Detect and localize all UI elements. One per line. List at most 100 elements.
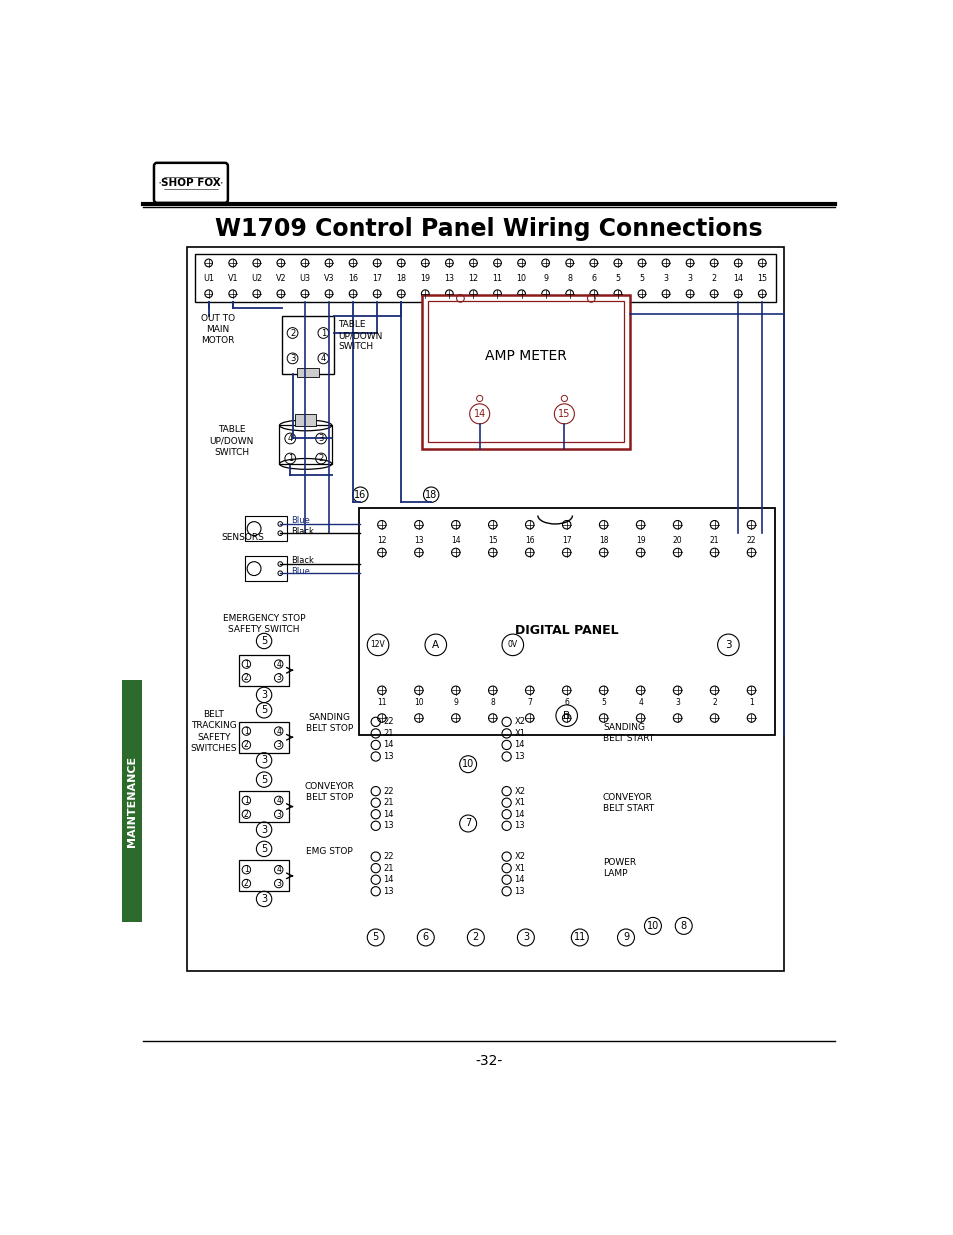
Text: 16: 16 xyxy=(524,536,534,545)
Text: 22: 22 xyxy=(383,718,394,726)
Text: 15: 15 xyxy=(558,409,570,419)
Bar xyxy=(281,316,334,374)
Text: CONVEYOR
BELT STOP: CONVEYOR BELT STOP xyxy=(304,782,355,802)
Text: 5: 5 xyxy=(261,774,267,784)
Text: U2: U2 xyxy=(251,274,262,283)
Text: 3: 3 xyxy=(261,825,267,835)
Text: 4: 4 xyxy=(276,866,281,874)
Text: V2: V2 xyxy=(275,274,286,283)
Text: 13: 13 xyxy=(414,536,423,545)
Text: 3: 3 xyxy=(261,756,267,766)
Text: 15: 15 xyxy=(757,274,766,283)
Text: 4: 4 xyxy=(638,698,642,708)
Text: 1: 1 xyxy=(244,795,249,805)
Text: OUT TO
MAIN
MOTOR: OUT TO MAIN MOTOR xyxy=(201,314,234,345)
Text: 19: 19 xyxy=(635,536,645,545)
Text: 2: 2 xyxy=(473,932,478,942)
Bar xyxy=(238,792,289,823)
Text: 3: 3 xyxy=(687,274,692,283)
Text: 13: 13 xyxy=(514,887,524,895)
Text: 8: 8 xyxy=(679,921,686,931)
Text: 2: 2 xyxy=(244,741,249,750)
Text: 3: 3 xyxy=(261,690,267,700)
Text: -32-: -32- xyxy=(475,1053,502,1067)
Text: X2: X2 xyxy=(514,852,525,861)
Text: V3: V3 xyxy=(323,274,334,283)
Text: 11: 11 xyxy=(376,698,386,708)
Text: X1: X1 xyxy=(514,798,525,808)
Text: Blue: Blue xyxy=(291,515,310,525)
Bar xyxy=(121,679,142,923)
Text: 0V: 0V xyxy=(507,641,517,650)
Text: 4: 4 xyxy=(276,795,281,805)
Bar xyxy=(358,508,774,517)
Text: 16: 16 xyxy=(354,490,366,500)
Text: 7: 7 xyxy=(527,698,532,708)
Text: B: B xyxy=(562,710,570,721)
Text: Black: Black xyxy=(291,527,314,536)
Bar xyxy=(238,655,289,685)
Text: DIGITAL PANEL: DIGITAL PANEL xyxy=(515,625,618,637)
Text: TABLE
UP/DOWN
SWITCH: TABLE UP/DOWN SWITCH xyxy=(210,425,253,457)
Text: 1: 1 xyxy=(288,454,293,463)
Text: SHOP FOX: SHOP FOX xyxy=(161,178,220,188)
Text: 3: 3 xyxy=(276,673,281,683)
Text: 2: 2 xyxy=(244,879,249,888)
Bar xyxy=(294,414,316,426)
Text: CONVEYOR
BELT START: CONVEYOR BELT START xyxy=(602,793,654,813)
Text: 5: 5 xyxy=(373,932,378,942)
Text: 14: 14 xyxy=(514,876,524,884)
Text: 12V: 12V xyxy=(371,641,385,650)
Text: 18: 18 xyxy=(598,536,608,545)
Text: 21: 21 xyxy=(709,536,719,545)
Text: X2: X2 xyxy=(514,718,525,726)
Text: 17: 17 xyxy=(372,274,382,283)
Text: TABLE
UP/DOWN
SWITCH: TABLE UP/DOWN SWITCH xyxy=(337,320,382,351)
Text: Black: Black xyxy=(291,556,314,564)
Text: MAINTENANCE: MAINTENANCE xyxy=(127,756,136,847)
Text: 16: 16 xyxy=(348,274,357,283)
Text: 22: 22 xyxy=(746,536,756,545)
Text: 1: 1 xyxy=(748,698,753,708)
Text: BELT
TRACKING
SAFETY
SWITCHES: BELT TRACKING SAFETY SWITCHES xyxy=(191,710,237,752)
Bar xyxy=(358,726,774,735)
Text: 22: 22 xyxy=(383,852,394,861)
Bar xyxy=(358,508,774,735)
Text: 13: 13 xyxy=(444,274,454,283)
Text: U3: U3 xyxy=(299,274,310,283)
Text: 2: 2 xyxy=(290,329,294,337)
Text: 13: 13 xyxy=(383,821,394,830)
Text: V1: V1 xyxy=(227,274,237,283)
Text: A: A xyxy=(432,640,439,650)
Text: 13: 13 xyxy=(514,752,524,761)
Text: EMG STOP: EMG STOP xyxy=(306,847,353,856)
Text: 18: 18 xyxy=(395,274,406,283)
Text: 4: 4 xyxy=(288,433,293,443)
Text: 7: 7 xyxy=(464,819,471,829)
Text: 14: 14 xyxy=(733,274,742,283)
Text: 3: 3 xyxy=(675,698,679,708)
Bar xyxy=(187,247,783,971)
Bar xyxy=(428,300,623,442)
Bar xyxy=(279,425,332,464)
Text: 2: 2 xyxy=(244,810,249,819)
Text: 14: 14 xyxy=(473,409,485,419)
Text: 5: 5 xyxy=(639,274,644,283)
Text: 14: 14 xyxy=(383,810,394,819)
Text: 5: 5 xyxy=(600,698,605,708)
Text: SENSORS: SENSORS xyxy=(222,534,264,542)
Text: 21: 21 xyxy=(383,798,394,808)
Text: 3: 3 xyxy=(724,640,731,650)
Text: 3: 3 xyxy=(318,433,323,443)
Text: 10: 10 xyxy=(516,274,526,283)
Text: 13: 13 xyxy=(383,752,394,761)
Text: 8: 8 xyxy=(567,274,572,283)
Text: 1: 1 xyxy=(244,866,249,874)
Text: 2: 2 xyxy=(711,274,716,283)
Text: 2: 2 xyxy=(318,454,323,463)
Text: U1: U1 xyxy=(203,274,213,283)
Text: 3: 3 xyxy=(276,879,281,888)
Text: 3: 3 xyxy=(276,810,281,819)
Text: 5: 5 xyxy=(261,636,267,646)
Text: 9: 9 xyxy=(453,698,457,708)
